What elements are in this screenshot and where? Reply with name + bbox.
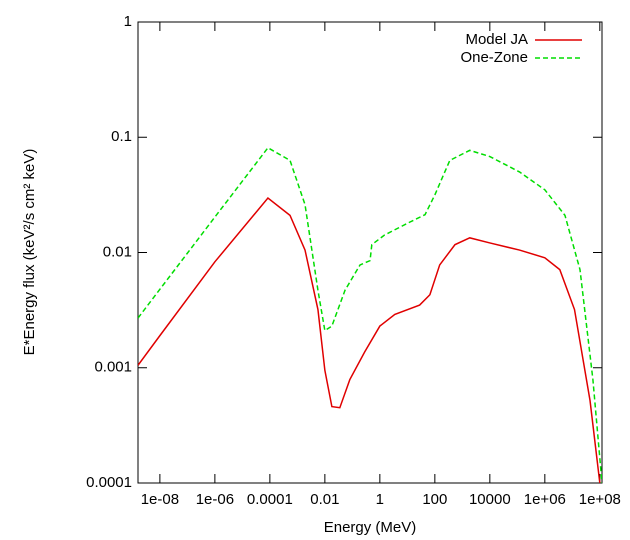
x-tick-label: 1e-06 <box>196 491 234 508</box>
data-line <box>138 196 601 483</box>
y-tick-label: 0.1 <box>111 128 132 145</box>
x-axis-label: Energy (MeV) <box>324 519 417 536</box>
plot-frame <box>137 21 603 484</box>
x-tick-label: 0.0001 <box>247 491 293 508</box>
y-tick-label: 1 <box>124 13 132 30</box>
y-axis-label: E*Energy flux (keV²/s cm² keV) <box>21 149 38 356</box>
y-tick-label: 0.0001 <box>86 474 132 491</box>
x-tick-label: 1e-08 <box>141 491 179 508</box>
x-tick-label: 10000 <box>469 491 511 508</box>
x-tick-label: 1e+08 <box>579 491 621 508</box>
y-tick-label: 0.001 <box>94 359 132 376</box>
x-tick-label: 0.01 <box>310 491 339 508</box>
plot-area <box>138 146 602 483</box>
data-line <box>138 146 602 483</box>
legend-label: One-Zone <box>460 49 528 66</box>
x-tick-label: 1 <box>376 491 384 508</box>
legend-label: Model JA <box>465 31 528 48</box>
x-tick-label: 100 <box>422 491 447 508</box>
x-tick-label: 1e+06 <box>524 491 566 508</box>
y-tick-label: 0.01 <box>103 243 132 260</box>
